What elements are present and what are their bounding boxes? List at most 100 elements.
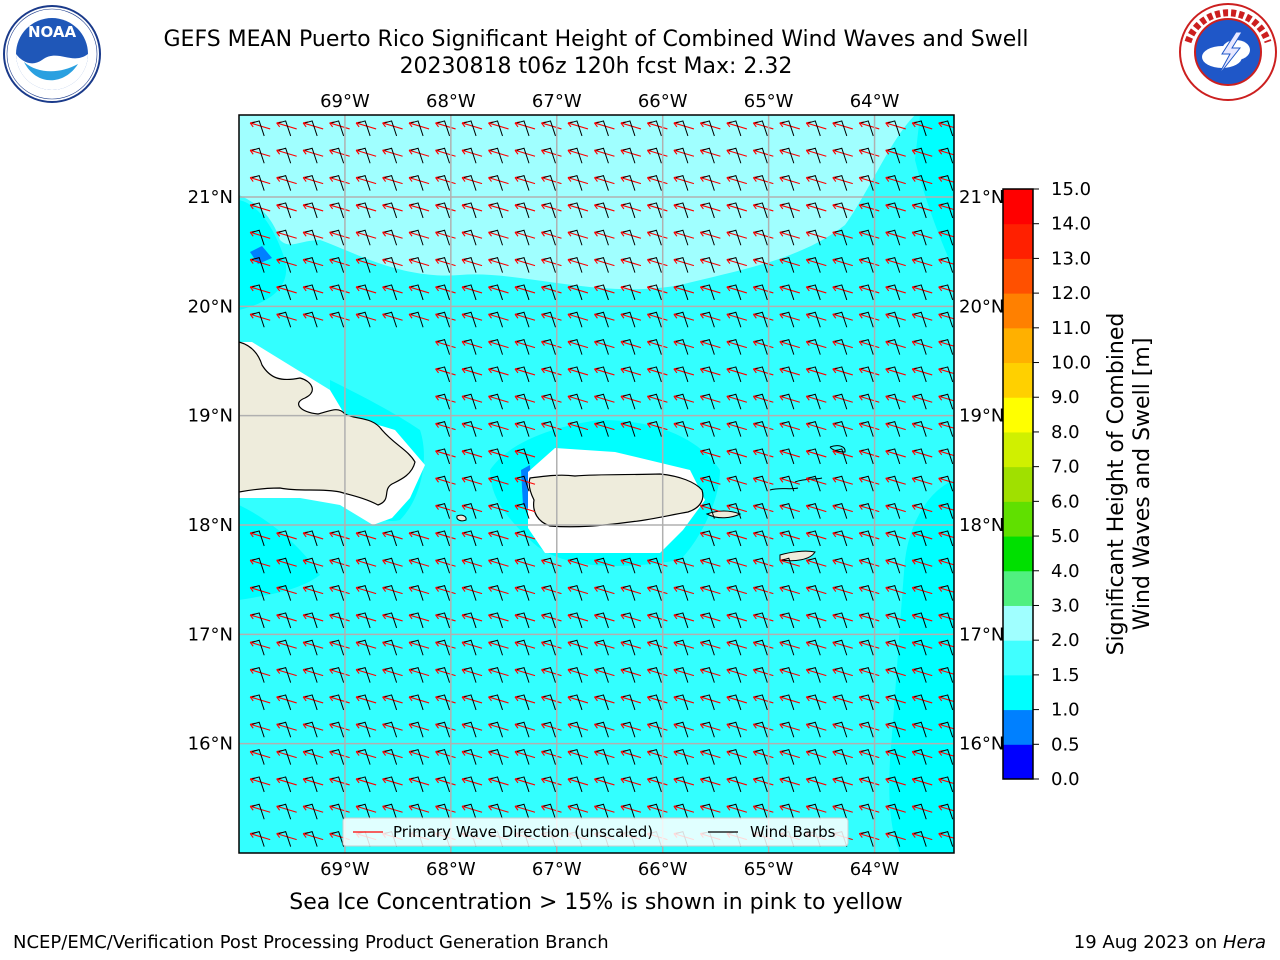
wind-barb <box>410 666 424 683</box>
wind-barb <box>834 502 848 519</box>
wave-direction-arrow <box>435 778 456 786</box>
wind-barb <box>940 475 954 492</box>
wind-barb <box>781 748 795 765</box>
wave-direction-arrow <box>302 751 324 759</box>
wind-barb <box>410 174 424 191</box>
wind-barb <box>808 666 821 683</box>
colorbar-tick-label: 10.0 <box>1051 353 1091 374</box>
wave-direction-arrow <box>329 204 350 212</box>
wave-direction-arrow <box>647 231 668 239</box>
wave-direction-arrow <box>488 477 509 485</box>
colorbar-tick-label: 9.0 <box>1051 387 1080 408</box>
wave-direction-arrow <box>620 751 642 759</box>
wave-direction-arrow <box>250 587 271 595</box>
wave-direction-arrow <box>912 122 933 130</box>
wave-direction-arrow <box>859 259 880 267</box>
colorbar-tick-label: 11.0 <box>1051 318 1091 339</box>
wind-barb <box>490 475 503 492</box>
wave-direction-arrow <box>779 395 800 403</box>
wave-direction-arrow <box>753 368 774 376</box>
wind-barb <box>808 721 821 738</box>
wave-direction-arrow <box>726 341 748 349</box>
wave-direction-arrow <box>594 368 615 376</box>
wind-barb <box>516 284 530 301</box>
latitude-label: 18°N <box>959 515 1004 536</box>
wind-barb <box>569 694 583 711</box>
wave-direction-arrow <box>859 313 880 321</box>
wind-barb <box>649 694 662 711</box>
wind-barb <box>808 393 821 410</box>
wind-barb <box>887 830 901 847</box>
wave-direction-arrow <box>647 122 668 130</box>
wind-barb <box>278 311 292 328</box>
wind-barb <box>516 174 530 191</box>
wind-barb <box>569 612 583 629</box>
wind-barb <box>834 584 848 601</box>
wave-direction-arrow <box>885 477 906 485</box>
wave-direction-arrow <box>276 177 297 185</box>
footer-date-text: 19 Aug 2023 on <box>1073 932 1223 953</box>
wave-direction-arrow <box>859 149 880 157</box>
wind-barb <box>702 338 715 355</box>
wind-barb <box>675 229 689 246</box>
wind-barb <box>887 120 901 137</box>
wave-direction-arrow <box>408 231 430 239</box>
wind-barb <box>410 748 424 765</box>
wind-barb <box>914 475 927 492</box>
wave-direction-arrow <box>250 669 271 677</box>
wave-direction-arrow <box>276 313 297 321</box>
wind-barb <box>702 311 715 328</box>
wave-direction-arrow <box>382 532 403 540</box>
wind-barb <box>914 666 927 683</box>
wind-barb <box>463 557 477 574</box>
land-mona <box>456 514 467 522</box>
wind-barb <box>463 694 477 711</box>
wind-barb <box>649 557 662 574</box>
wind-barb <box>384 721 398 738</box>
nws-logo-icon <box>1179 3 1277 101</box>
wind-barb <box>781 803 795 820</box>
wind-barb <box>728 803 742 820</box>
wave-direction-arrow <box>832 778 853 786</box>
wind-barb <box>622 120 636 137</box>
wave-direction-arrow <box>806 177 827 185</box>
wind-barb <box>755 694 768 711</box>
wave-direction-arrow <box>514 149 536 157</box>
wind-barb <box>463 639 477 656</box>
wind-barb <box>543 120 556 137</box>
wind-barb <box>278 721 292 738</box>
wind-barb <box>490 284 503 301</box>
wind-barb <box>781 256 795 273</box>
wind-barb <box>808 694 821 711</box>
wind-barb <box>887 694 901 711</box>
colorbar-tick-label: 1.0 <box>1051 700 1080 721</box>
wind-barb <box>305 830 318 847</box>
wave-direction-arrow <box>726 669 748 677</box>
wave-direction-arrow <box>912 723 933 731</box>
wind-barb <box>887 776 901 793</box>
wind-barb <box>702 612 715 629</box>
wave-direction-arrow <box>779 641 800 649</box>
wind-barb <box>410 776 424 793</box>
wind-barb <box>887 229 901 246</box>
wind-barb <box>384 229 398 246</box>
wind-barb <box>914 694 927 711</box>
wind-barb <box>596 721 609 738</box>
colorbar-segment <box>1003 466 1033 502</box>
wind-barb <box>675 639 689 656</box>
wind-barb <box>622 366 636 383</box>
wave-direction-arrow <box>541 368 562 376</box>
wind-barb <box>305 721 318 738</box>
wind-barb <box>410 803 424 820</box>
wind-barb <box>702 147 715 164</box>
wind-barb <box>384 776 398 793</box>
wave-direction-arrow <box>647 368 668 376</box>
wind-barb <box>808 557 821 574</box>
wave-direction-arrow <box>912 641 933 649</box>
wave-direction-arrow <box>647 723 668 731</box>
wind-barb <box>808 502 821 519</box>
wind-barb <box>940 420 954 437</box>
wind-barb <box>331 694 345 711</box>
wind-barb <box>702 120 715 137</box>
wave-band-1-1.5m-se <box>889 480 954 853</box>
